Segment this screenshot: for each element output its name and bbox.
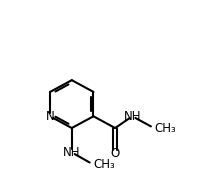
Text: CH₃: CH₃ [155,122,177,134]
Text: CH₃: CH₃ [94,158,115,171]
Text: O: O [110,147,120,160]
Text: NH: NH [123,110,141,123]
Text: N: N [46,110,55,123]
Text: NH: NH [63,146,80,159]
